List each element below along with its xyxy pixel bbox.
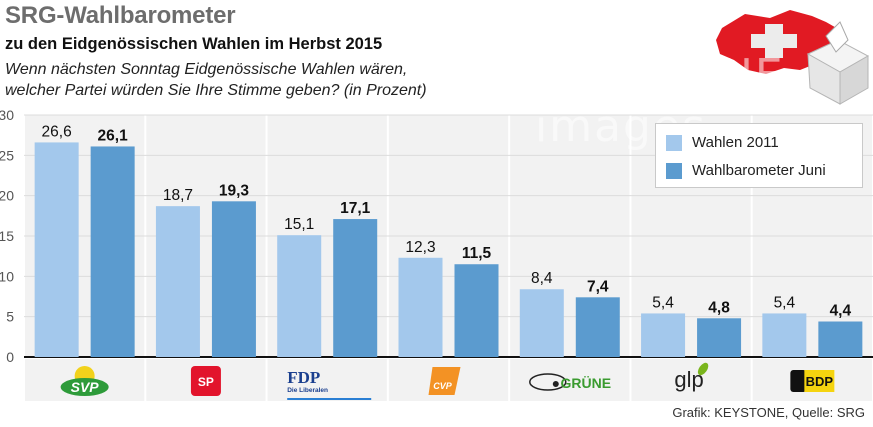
party-logo-text: CVP [433,381,453,391]
sunflower-icon [529,373,567,391]
data-label: 5,4 [652,294,674,311]
y-tick-label: 25 [0,147,14,163]
data-label: 26,1 [98,127,129,144]
legend-swatch-juni [666,162,682,179]
y-tick-label: 5 [6,309,14,325]
leaf-icon [697,362,709,376]
chart-subtitle: zu den Eidgenössischen Wahlen im Herbst … [5,35,383,53]
bar-cvp-juni [454,264,499,357]
y-tick-label: 0 [6,349,14,365]
bar-sp-2011 [155,206,200,357]
party-logo-text: SVP [71,379,100,395]
data-label: 15,1 [284,216,314,233]
data-label: 4,4 [830,303,852,320]
hill-icon [60,378,109,396]
y-axis-ticks: 0 5 10 15 20 25 30 [0,107,14,365]
party-logo-bdp: BDP [790,370,835,392]
sunflower-center-icon [552,381,559,387]
source-credit: Grafik: KEYSTONE, Quelle: SRG [672,405,865,420]
data-label: 26,6 [42,123,72,140]
data-label: 18,7 [163,187,193,204]
party-logo-text: FDP [287,368,320,387]
bar-glp-2011 [641,313,686,357]
bar-svp-juni [90,146,135,357]
y-tick-label: 30 [0,107,14,123]
y-tick-label: 20 [0,188,14,204]
legend-label-juni: Wahlbarometer Juni [692,162,826,179]
data-label: 12,3 [405,239,435,256]
survey-question-line-1: Wenn nächsten Sonntag Eidgenössische Wah… [5,61,408,78]
bar-grüne-juni [575,297,620,357]
data-label: 5,4 [774,294,796,311]
y-tick-label: 15 [0,228,14,244]
party-logo-subtext: Die Liberalen [287,387,328,394]
party-logo-grüne: GRÜNE [529,373,612,391]
party-logo-text: GRÜNE [561,375,612,391]
bar-bdp-juni [818,321,863,357]
bdp-black-block-icon [790,370,807,392]
sp-square-icon [190,366,221,396]
legend: Wahlen 2011 Wahlbarometer Juni [655,123,863,188]
y-tick-label: 10 [0,268,14,284]
fdp-underline [287,398,372,400]
data-label: 4,8 [708,299,730,316]
bar-sp-juni [211,201,256,357]
bar-fdp-2011 [277,235,322,357]
data-label: 8,4 [531,270,553,287]
swiss-map-ballot-box-icon [716,10,870,105]
bar-grüne-2011 [519,289,564,357]
chart-title: SRG-Wahlbarometer [5,2,236,29]
bar-fdp-juni [333,219,378,357]
legend-swatch-2011 [666,134,682,151]
legend-item-2011: Wahlen 2011 [666,134,779,151]
bar-svp-2011 [34,142,79,357]
data-label: 11,5 [462,245,492,262]
logo-panel [267,359,387,401]
legend-label-2011: Wahlen 2011 [692,134,779,151]
bar-bdp-2011 [762,313,807,357]
data-labels: 26,6 26,1 18,7 19,3 15,1 17,1 12,3 11,5 8,4 7,4 5,… [42,123,852,319]
party-logo-cvp: CVP [428,367,461,395]
bars [34,142,863,357]
party-logo-text: BDP [806,374,834,389]
survey-question: Wenn nächsten Sonntag Eidgenössische Wah… [5,59,525,101]
party-logo-text: SP [198,375,214,389]
data-label: 19,3 [219,182,250,199]
party-logo-sp: SP [190,366,221,396]
data-label: 7,4 [587,278,609,295]
cvp-shape-icon [428,367,461,395]
data-label: 17,1 [340,200,371,217]
bdp-yellow-block-icon [804,370,835,392]
party-logo-svp: SVP [60,366,109,396]
bar-cvp-2011 [398,257,443,357]
party-logo-glp: glp [674,362,709,392]
bar-glp-juni [697,318,742,357]
survey-question-line-2: welcher Partei würden Sie Ihre Stimme ge… [5,82,427,99]
logo-panel [631,359,751,401]
legend-item-juni: Wahlbarometer Juni [666,162,826,179]
